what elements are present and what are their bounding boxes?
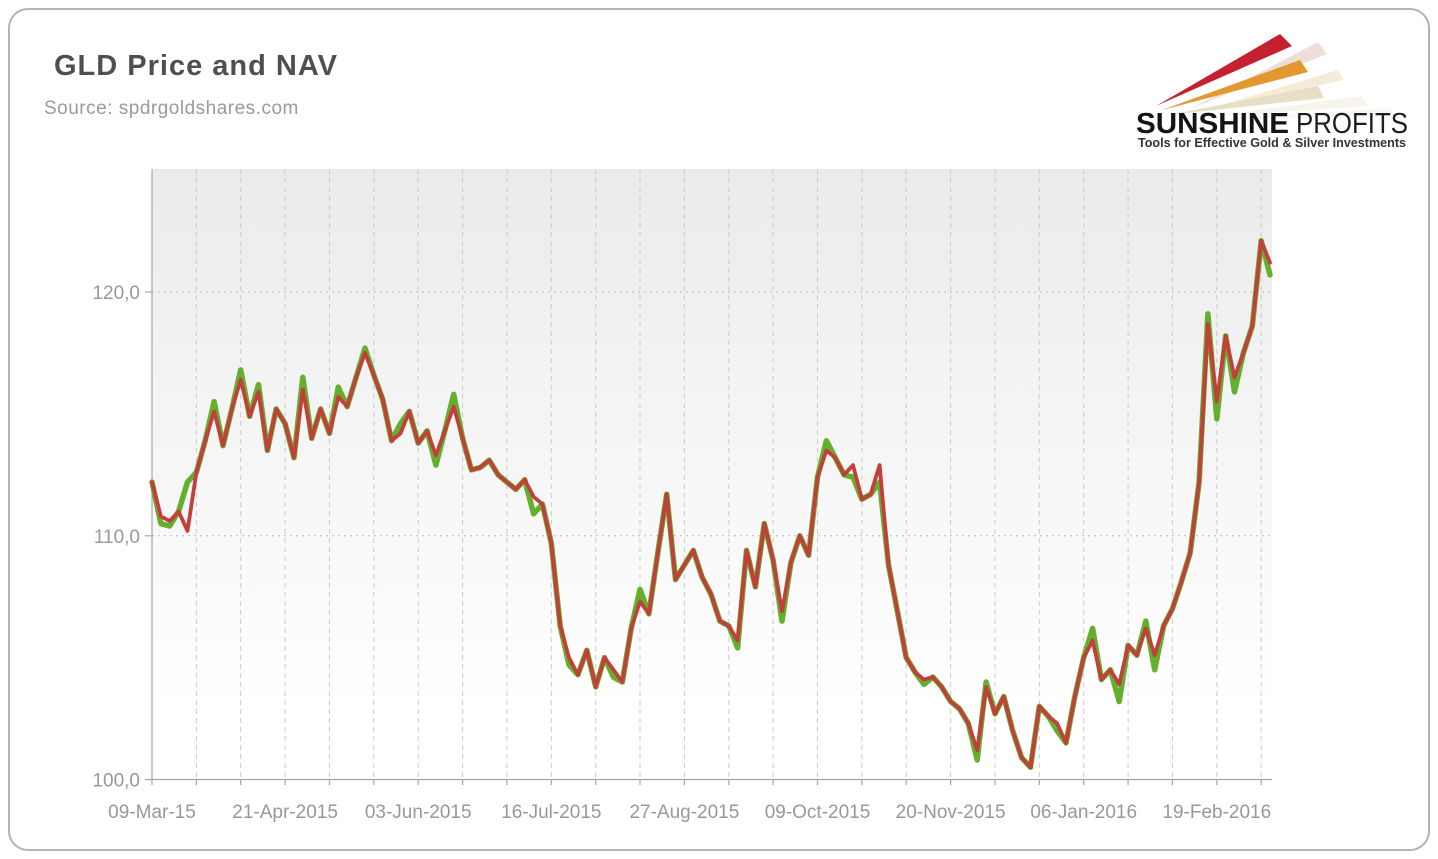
logo-tagline: Tools for Effective Gold & Silver Invest… [1138, 136, 1406, 150]
logo-word-profits: PROFITS [1296, 108, 1408, 140]
source-caption: Source: spdrgoldshares.com [44, 98, 299, 119]
chart-card: GLD Price and NAV Source: spdrgoldshares… [8, 8, 1430, 851]
page-title: GLD Price and NAV [54, 50, 338, 82]
logo-rays-icon [1156, 34, 1324, 115]
sunshine-profits-logo: SUNSHINE PROFITS Tools for Effective Gol… [1122, 12, 1422, 162]
logo-word-sunshine: SUNSHINE [1136, 108, 1289, 140]
logo-graphic: SUNSHINE PROFITS Tools for Effective Gol… [1136, 34, 1408, 150]
